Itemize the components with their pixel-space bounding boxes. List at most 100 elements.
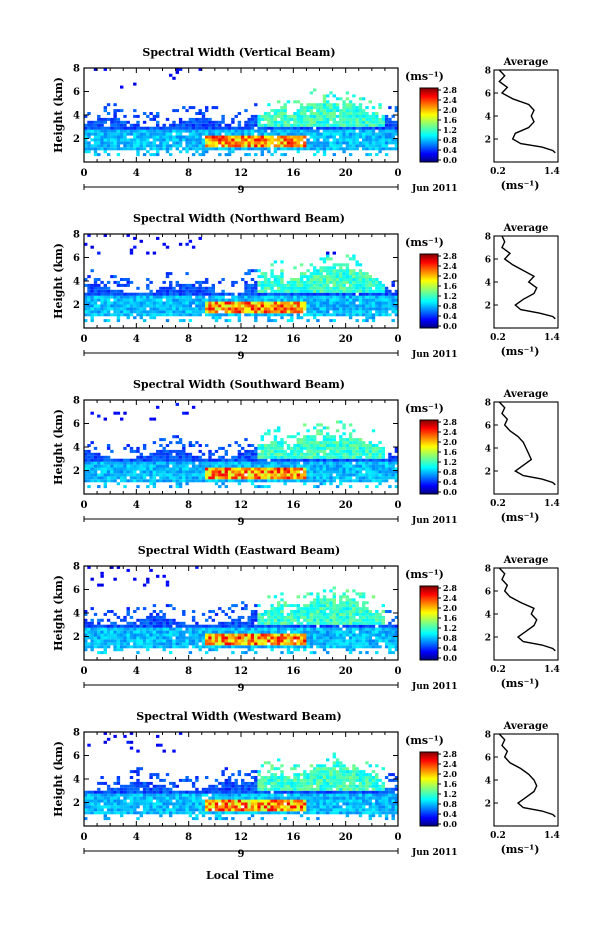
heatmap-cell [371,452,376,456]
heatmap-cell [293,114,297,118]
heatmap-cell [159,642,163,646]
heatmap-cell [273,117,278,121]
heatmap-cell [250,627,255,631]
heatmap-cell [283,103,287,107]
heatmap-cell [313,310,317,314]
heatmap-cell [221,307,225,311]
heatmap-cell [221,639,225,643]
heatmap-cell [175,313,179,317]
heatmap-cell [106,286,111,290]
heatmap-cell [221,313,225,317]
heatmap-cell [384,129,389,133]
heatmap-cell [280,630,284,634]
heatmap-cell [352,141,356,145]
heatmap-cell [263,144,268,148]
heatmap-cell [149,129,153,133]
heatmap-cell [129,446,134,450]
heatmap-cell [365,135,369,139]
heatmap-cell [342,100,346,104]
heatmap-cell [182,636,186,640]
heatmap-cell [362,444,366,447]
heatmap-cell [165,286,170,290]
x-tick-label: 20 [339,334,353,345]
heatmap-cell [214,636,219,640]
heatmap-cell [303,435,307,439]
heatmap-cell [208,144,212,148]
heatmap-cell [335,144,340,148]
heatmap-cell [332,449,336,453]
y-tick-label: 6 [73,87,80,98]
heatmap-cell [93,289,98,293]
heatmap-cell [332,94,336,98]
heatmap-cell [263,432,268,436]
heatmap-cell [205,289,209,293]
heatmap-cell [263,272,268,276]
heatmap-cell [319,135,323,139]
heatmap-cell [244,147,248,151]
heatmap-cell [93,461,98,465]
heatmap-cell [113,307,117,311]
heatmap-cell [129,464,134,468]
heatmap-cell [116,280,121,284]
heatmap-cell [290,123,294,127]
heatmap-cell [375,301,379,305]
heatmap-cell [319,283,323,287]
heatmap-cell [313,132,317,136]
heatmap-cell [381,310,385,314]
heatmap-cell [116,304,121,308]
heatmap-cell [227,150,232,154]
heatmap-cell [93,298,98,302]
heatmap-cell [362,97,366,101]
heatmap-cell [152,304,157,308]
heatmap-cell [247,269,251,273]
heatmap-cell [306,310,310,314]
heatmap-cell [273,612,278,616]
heatmap-cell [299,630,304,634]
heatmap-cell [280,275,284,279]
heatmap-cell [113,135,117,139]
heatmap-cell [224,292,228,296]
heatmap-cell [319,257,323,261]
heatmap-cell [244,607,248,611]
heatmap-cell [277,612,281,616]
heatmap-cell [201,123,206,127]
heatmap-cell [139,141,143,145]
heatmap-cell [322,461,327,465]
heatmap-cell [378,126,382,130]
heatmap-cell [136,479,140,483]
heatmap-cell [355,114,359,118]
heatmap-cell [146,292,150,296]
heatmap-cell [113,627,117,631]
heatmap-cell [129,473,134,477]
heatmap-cell [322,153,327,157]
heatmap-cell [352,313,356,317]
heatmap-cell [355,112,359,115]
heatmap-cell [142,153,147,157]
heatmap-cell [283,109,287,113]
heatmap-cell [309,455,314,459]
heatmap-cell [106,147,111,151]
heatmap-cell [358,106,363,110]
heatmap-cell [116,129,121,133]
heatmap-cell [162,313,166,317]
y-tick-label: 2 [73,134,80,145]
heatmap-cell [299,615,304,619]
heatmap-cell [358,444,363,447]
heatmap-cell [136,141,140,145]
heatmap-cell [84,295,88,299]
heatmap-cell [241,147,245,151]
heatmap-cell [231,464,235,468]
heatmap-cell [293,630,297,634]
heatmap-cell [221,458,225,462]
heatmap-cell [303,135,307,139]
heatmap-cell [120,458,124,462]
heatmap-cell [188,313,193,317]
heatmap-cell [365,455,369,459]
heatmap-cell [313,458,317,462]
heatmap-cell [391,129,395,133]
heatmap-cell [159,147,163,151]
heatmap-cell [149,126,153,130]
heatmap-cell [211,144,215,148]
colorbar-tick-label: 2.0 [443,271,457,281]
heatmap-cell [358,452,363,456]
